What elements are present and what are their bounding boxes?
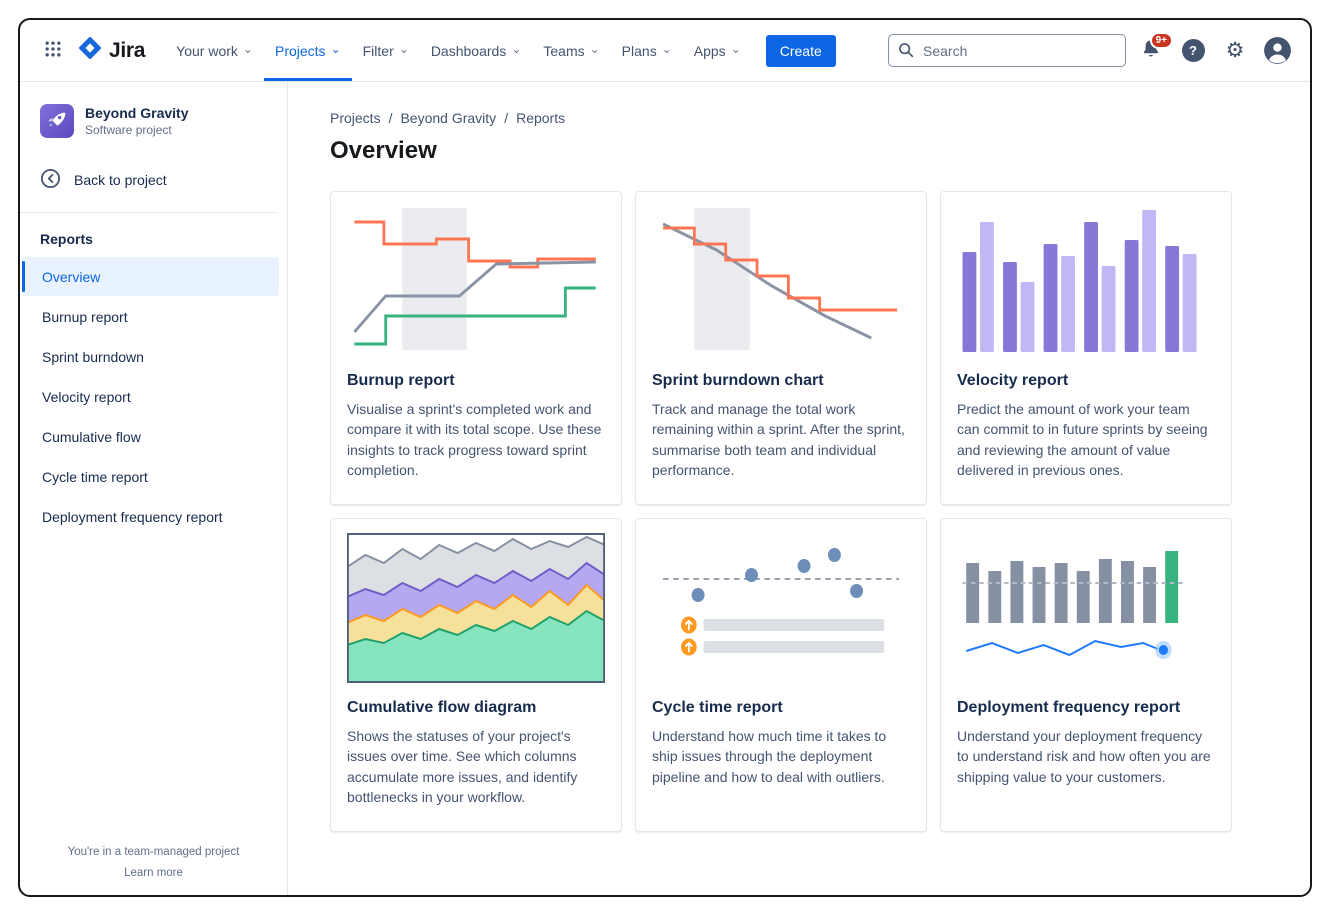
reports-nav: Overview Burnup report Sprint burndown V…: [20, 257, 287, 536]
nav-teams[interactable]: Teams ⌄: [532, 20, 610, 81]
page-title: Overview: [330, 137, 437, 164]
report-card-deployment-frequency[interactable]: Deployment frequency report Understand y…: [940, 518, 1232, 833]
breadcrumb: Projects / Beyond Gravity / Reports: [330, 110, 1270, 126]
card-description: Visualise a sprint's completed work and …: [347, 401, 602, 478]
nav-your-work[interactable]: Your work ⌄: [165, 20, 264, 81]
navbar-right: 9+ ? ⚙: [888, 31, 1294, 68]
search-input[interactable]: [888, 34, 1126, 67]
card-description: Track and manage the total work remainin…: [652, 401, 905, 478]
report-card-cumulative-flow[interactable]: Cumulative flow diagram Shows the status…: [330, 518, 622, 833]
jira-window: Jira Your work ⌄ Projects ⌄ Filter ⌄ Das…: [18, 18, 1312, 897]
avatar: [1263, 37, 1291, 64]
report-cards-grid: Burnup report Visualise a sprint's compl…: [330, 191, 1232, 833]
deployment-frequency-chart-thumbnail: [957, 533, 1215, 683]
nav-plans[interactable]: Plans ⌄: [611, 20, 683, 81]
notifications-badge: 9+: [1149, 31, 1173, 49]
nav-label: Dashboards: [430, 42, 507, 59]
nav-label: Apps: [693, 42, 726, 59]
card-description: Shows the statuses of your project's iss…: [347, 728, 578, 806]
project-type: Software project: [85, 123, 172, 137]
sidebar-item-cycle-time-report[interactable]: Cycle time report: [42, 468, 148, 485]
learn-more-link[interactable]: Learn more: [124, 867, 183, 879]
card-description: Understand how much time it takes to shi…: [652, 728, 887, 785]
project-header: Beyond Gravity Software project: [20, 104, 287, 138]
settings-button[interactable]: ⚙: [1218, 34, 1252, 68]
card-title: Velocity report: [957, 372, 1069, 389]
chevron-down-icon: ⌄: [242, 41, 253, 56]
nav-label: Filter: [362, 42, 394, 59]
report-card-burnup[interactable]: Burnup report Visualise a sprint's compl…: [330, 191, 622, 506]
chevron-down-icon: ⌄: [398, 41, 409, 56]
help-button[interactable]: ?: [1176, 34, 1210, 68]
search-icon: [897, 41, 915, 64]
sidebar-section-title: Reports: [40, 231, 93, 247]
back-to-project-label: Back to project: [74, 172, 167, 188]
nav-apps[interactable]: Apps ⌄: [683, 20, 752, 81]
card-title: Cumulative flow diagram: [347, 699, 537, 717]
nav-filter[interactable]: Filter ⌄: [352, 20, 420, 81]
cycle-time-chart-thumbnail: [652, 533, 910, 683]
card-description: Predict the amount of work your team can…: [957, 401, 1208, 478]
main-content: Projects / Beyond Gravity / Reports Over…: [288, 82, 1310, 895]
velocity-chart-thumbnail: [957, 206, 1215, 356]
project-avatar: [40, 104, 74, 138]
breadcrumb-separator: /: [388, 110, 393, 126]
sidebar-footer: You're in a team-managed project Learn m…: [20, 846, 287, 879]
report-card-sprint-burndown[interactable]: Sprint burndown chart Track and manage t…: [635, 191, 927, 506]
cumulative-flow-chart-thumbnail: [347, 533, 605, 684]
card-title: Burnup report: [347, 372, 455, 389]
chevron-down-icon: ⌄: [661, 41, 672, 56]
sidebar-item-cumulative-flow[interactable]: Cumulative flow: [42, 428, 141, 445]
nav-dashboards[interactable]: Dashboards ⌄: [420, 20, 533, 81]
back-icon: [40, 168, 61, 192]
app-grid-icon: [43, 39, 63, 62]
nav-label: Your work: [176, 42, 238, 59]
breadcrumb-reports[interactable]: Reports: [516, 110, 566, 126]
top-navbar: Jira Your work ⌄ Projects ⌄ Filter ⌄ Das…: [20, 20, 1310, 82]
card-description: Understand your deployment frequency to …: [957, 728, 1211, 785]
breadcrumb-project-name[interactable]: Beyond Gravity: [400, 110, 497, 126]
gear-icon: ⚙: [1225, 39, 1245, 62]
sidebar-item-deployment-frequency-report[interactable]: Deployment frequency report: [42, 508, 223, 525]
nav-projects[interactable]: Projects ⌄: [264, 20, 352, 81]
team-managed-note: You're in a team-managed project: [67, 846, 240, 858]
jira-mark-icon: [78, 36, 102, 65]
sidebar: Beyond Gravity Software project Back to …: [20, 82, 288, 895]
chevron-down-icon: ⌄: [589, 41, 600, 56]
breadcrumb-projects[interactable]: Projects: [330, 110, 381, 126]
project-info: Beyond Gravity Software project: [85, 105, 188, 137]
sidebar-item-overview[interactable]: Overview: [22, 257, 279, 296]
nav-label: Plans: [621, 42, 657, 59]
chevron-down-icon: ⌄: [730, 41, 741, 56]
jira-logo-text: Jira: [109, 38, 146, 62]
breadcrumb-separator: /: [504, 110, 509, 126]
card-title: Cycle time report: [652, 699, 783, 717]
create-button[interactable]: Create: [765, 34, 836, 67]
nav-label: Teams: [543, 42, 585, 59]
chevron-down-icon: ⌄: [511, 41, 522, 56]
card-title: Sprint burndown chart: [652, 372, 824, 389]
sidebar-item-burnup-report[interactable]: Burnup report: [42, 308, 128, 325]
search-box: [888, 34, 1126, 67]
burnup-chart-thumbnail: [347, 206, 605, 356]
app-switcher-button[interactable]: [36, 34, 70, 68]
project-name: Beyond Gravity: [85, 105, 189, 121]
sidebar-divider: [20, 212, 277, 213]
back-to-project-link[interactable]: Back to project: [20, 168, 287, 192]
notifications-button[interactable]: 9+: [1134, 31, 1173, 68]
jira-logo[interactable]: Jira: [78, 36, 145, 65]
nav-label: Projects: [274, 42, 326, 59]
chevron-down-icon: ⌄: [330, 41, 341, 56]
card-title: Deployment frequency report: [957, 699, 1181, 717]
primary-nav: Your work ⌄ Projects ⌄ Filter ⌄ Dashboar…: [165, 20, 752, 81]
report-card-velocity[interactable]: Velocity report Predict the amount of wo…: [940, 191, 1232, 506]
report-card-cycle-time[interactable]: Cycle time report Understand how much ti…: [635, 518, 927, 833]
sidebar-item-velocity-report[interactable]: Velocity report: [42, 388, 131, 405]
sidebar-item-sprint-burndown[interactable]: Sprint burndown: [42, 348, 144, 365]
help-icon: ?: [1181, 39, 1205, 62]
sprint-burndown-chart-thumbnail: [652, 206, 910, 356]
profile-button[interactable]: [1260, 34, 1294, 68]
